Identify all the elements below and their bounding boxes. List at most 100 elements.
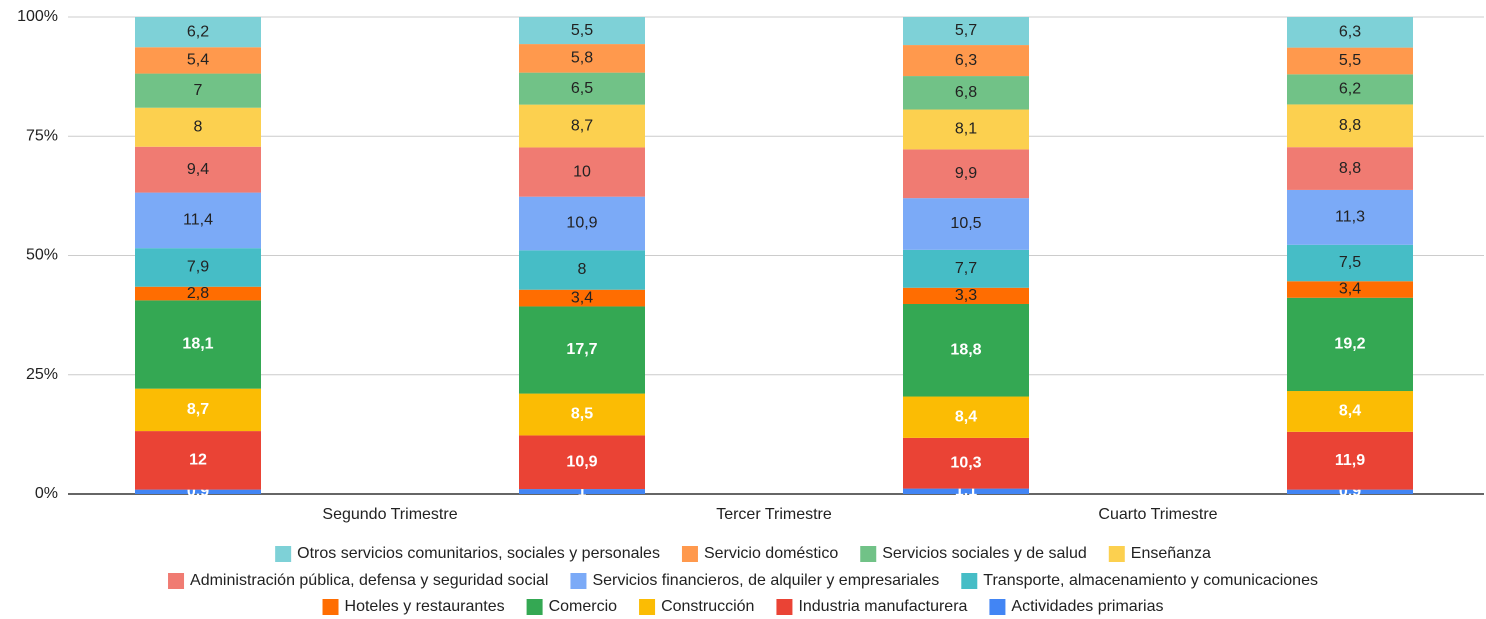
data-label: 18,8 [950,341,981,358]
data-label: 8,7 [187,401,209,418]
legend-swatch [860,546,877,562]
data-label: 12 [189,452,207,469]
bar-segment [135,489,261,494]
bar-segment [903,149,1029,199]
legend-swatch [275,546,292,562]
legend-label: Comercio [549,598,618,615]
data-label: 8,5 [571,406,593,423]
data-label: 5,8 [571,50,593,67]
bar-segment [519,489,645,494]
bar-segment [903,17,1029,46]
legend-swatch [639,599,656,615]
bar-segment [519,393,645,436]
data-label: 8,4 [955,408,977,425]
data-label: 7,7 [955,260,977,277]
data-label: 5,5 [571,22,593,39]
legend-swatch [681,546,698,562]
legend-swatch [322,599,339,615]
legend-label: Servicios sociales y de salud [882,545,1087,562]
legend-swatch [168,573,185,589]
data-label: 10 [573,163,591,180]
bar-segment [519,44,645,73]
legend-swatch [1108,546,1125,562]
bar-segment [903,488,1029,494]
data-label: 11,4 [183,212,213,229]
legend-label: Administración pública, defensa y seguri… [190,572,548,589]
y-tick-label: 75% [26,127,58,144]
bar-segment [1287,104,1413,148]
data-label: 8,8 [1339,160,1361,177]
bar-segment [519,250,645,290]
data-label: 10,3 [950,454,981,471]
bar-segment [1287,431,1413,490]
data-label: 8,8 [1339,117,1361,134]
bar-segment [1287,147,1413,190]
bar-segment [135,300,261,389]
bar-segment [903,396,1029,438]
data-label: 10,5 [950,215,981,232]
data-label: 1 [578,483,587,500]
bar-segment [903,303,1029,397]
data-label: 10,9 [566,453,597,470]
bar-segment [135,192,261,249]
legend-label: Otros servicios comunitarios, sociales y… [297,545,660,562]
legend-swatch [570,573,587,589]
bar-segment [1287,17,1413,48]
bar-segment [135,431,261,490]
bar-segment [519,289,645,307]
data-label: 3,4 [1339,281,1361,298]
bar-segment [519,17,645,45]
bar-segment [519,306,645,394]
bar-segment [903,76,1029,110]
data-label: 7,5 [1339,254,1361,271]
data-label: 17,7 [566,341,597,358]
bar-segment [135,286,261,301]
x-tick-label: Cuarto Trimestre [1098,506,1217,523]
data-label: 8,7 [571,117,593,134]
data-label: 3,4 [571,289,593,306]
data-label: 2,8 [187,285,209,302]
y-tick-label: 0% [35,485,58,502]
data-label: 8,4 [1339,403,1361,420]
bar-segment [135,248,261,287]
data-label: 3,3 [955,287,977,304]
data-label: 5,4 [187,52,209,69]
legend-label: Servicio doméstico [704,545,838,562]
data-label: 5,5 [1339,52,1361,69]
bar-segment [135,47,261,74]
bar-segment [519,147,645,197]
legend-label: Actividades primarias [1011,598,1163,615]
data-label: 7 [194,82,203,99]
bar-segment [1287,391,1413,432]
bar-segment [1287,47,1413,75]
bar-segment [903,45,1029,77]
legend-swatch [989,599,1006,615]
data-label: 11,9 [1335,452,1365,469]
data-label: 6,5 [571,80,593,97]
bar-segment [903,249,1029,288]
data-label: 9,4 [187,161,209,178]
bar-segment [903,109,1029,150]
data-label: 8,1 [955,121,977,138]
data-label: 6,3 [955,52,977,69]
bar-segment [1287,74,1413,105]
bar-segment [135,17,261,48]
legend-label: Transporte, almacenamiento y comunicacio… [983,572,1318,589]
legend-label: Enseñanza [1131,545,1211,562]
data-label: 6,3 [1339,24,1361,41]
data-label: 19,2 [1334,336,1365,353]
bar-segment [1287,489,1413,494]
bar-segment [903,198,1029,250]
bar-segment [135,73,261,108]
legend-label: Industria manufacturera [798,598,967,615]
bar-segment [519,104,645,148]
data-label: 7,9 [187,259,209,276]
bar-segment [519,435,645,490]
bar-segment [903,287,1029,304]
legend-label: Servicios financieros, de alquiler y emp… [592,572,939,589]
data-label: 6,2 [187,23,209,40]
legend-label: Hoteles y restaurantes [345,598,505,615]
legend-swatch [776,599,793,615]
bar-segment [1287,189,1413,245]
